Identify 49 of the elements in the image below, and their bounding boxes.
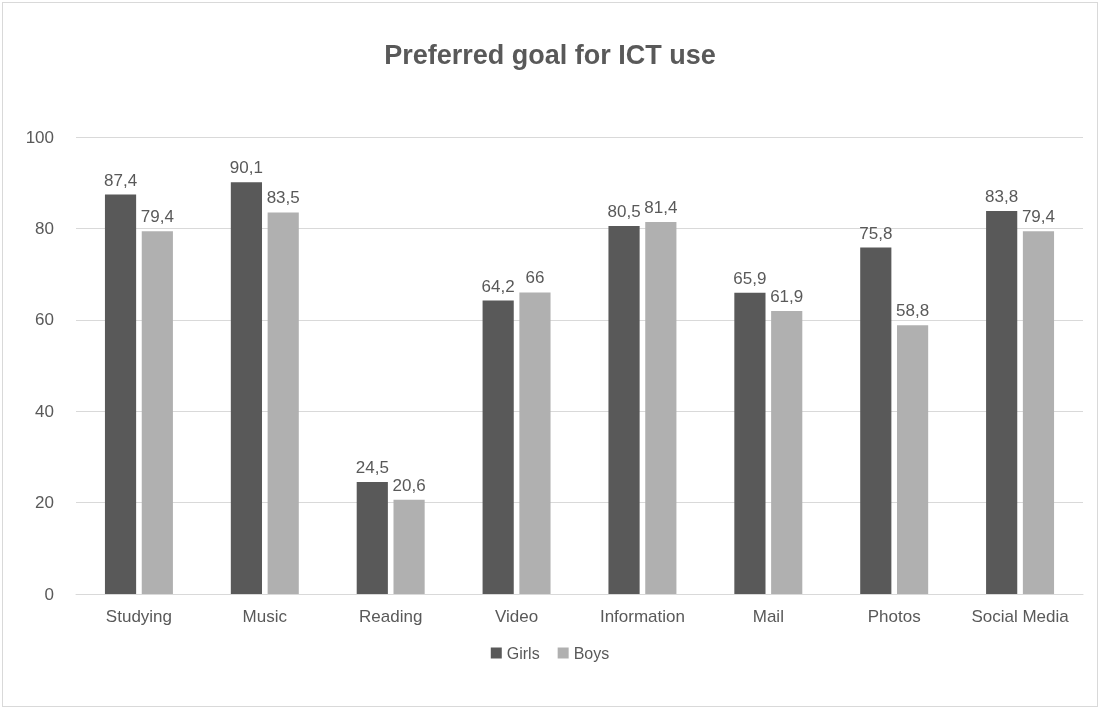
bar — [608, 226, 640, 594]
bar — [896, 325, 929, 594]
x-tick-label: Reading — [359, 607, 423, 626]
data-label: 81,4 — [644, 198, 678, 217]
legend-label: Girls — [506, 644, 540, 662]
bar — [519, 292, 551, 594]
x-tick-label: Video — [494, 607, 539, 626]
bar — [1022, 231, 1055, 594]
data-label: 79,4 — [1021, 207, 1056, 227]
y-tick-label: 80 — [35, 218, 54, 238]
data-label: 24,5 — [355, 458, 389, 478]
bar — [645, 222, 677, 594]
x-tick-label: Photos — [867, 607, 921, 626]
data-label: 75,8 — [859, 223, 893, 243]
bar — [141, 231, 173, 594]
y-tick-label: 60 — [35, 310, 54, 330]
data-label: 87,4 — [103, 170, 138, 190]
data-label: 65,9 — [733, 268, 767, 288]
y-tick-label: 0 — [44, 584, 54, 604]
x-tick-label: Social Media — [971, 607, 1070, 626]
data-label: 66 — [525, 268, 545, 288]
bar — [267, 212, 299, 594]
data-label: 61,9 — [770, 287, 804, 307]
data-label: 83,8 — [985, 187, 1019, 207]
y-tick-label: 40 — [35, 401, 54, 421]
y-tick-label: 20 — [35, 493, 54, 513]
bar — [986, 211, 1018, 594]
bar — [860, 247, 892, 594]
x-tick-label: Music — [242, 607, 288, 626]
y-tick-label: 100 — [25, 127, 54, 147]
legend-label: Boys — [573, 644, 610, 662]
bar — [393, 499, 425, 594]
data-label: 79,4 — [140, 207, 174, 227]
data-label: 80,5 — [607, 202, 641, 222]
x-tick-label: Mail — [752, 607, 784, 626]
bar — [771, 311, 803, 594]
data-label: 83,5 — [266, 188, 300, 208]
bar — [482, 300, 514, 594]
x-tick-label: Studying — [105, 607, 173, 626]
data-label: 64,2 — [481, 276, 515, 296]
data-label: 58,8 — [896, 301, 930, 321]
data-label: 90,1 — [229, 158, 263, 178]
bar — [104, 194, 137, 594]
bar — [734, 292, 766, 594]
chart-title: Preferred goal for ICT use — [384, 39, 716, 70]
bar — [230, 182, 263, 594]
bar — [356, 482, 388, 594]
x-tick-label: Information — [599, 607, 685, 626]
data-label: 20,6 — [392, 475, 426, 495]
